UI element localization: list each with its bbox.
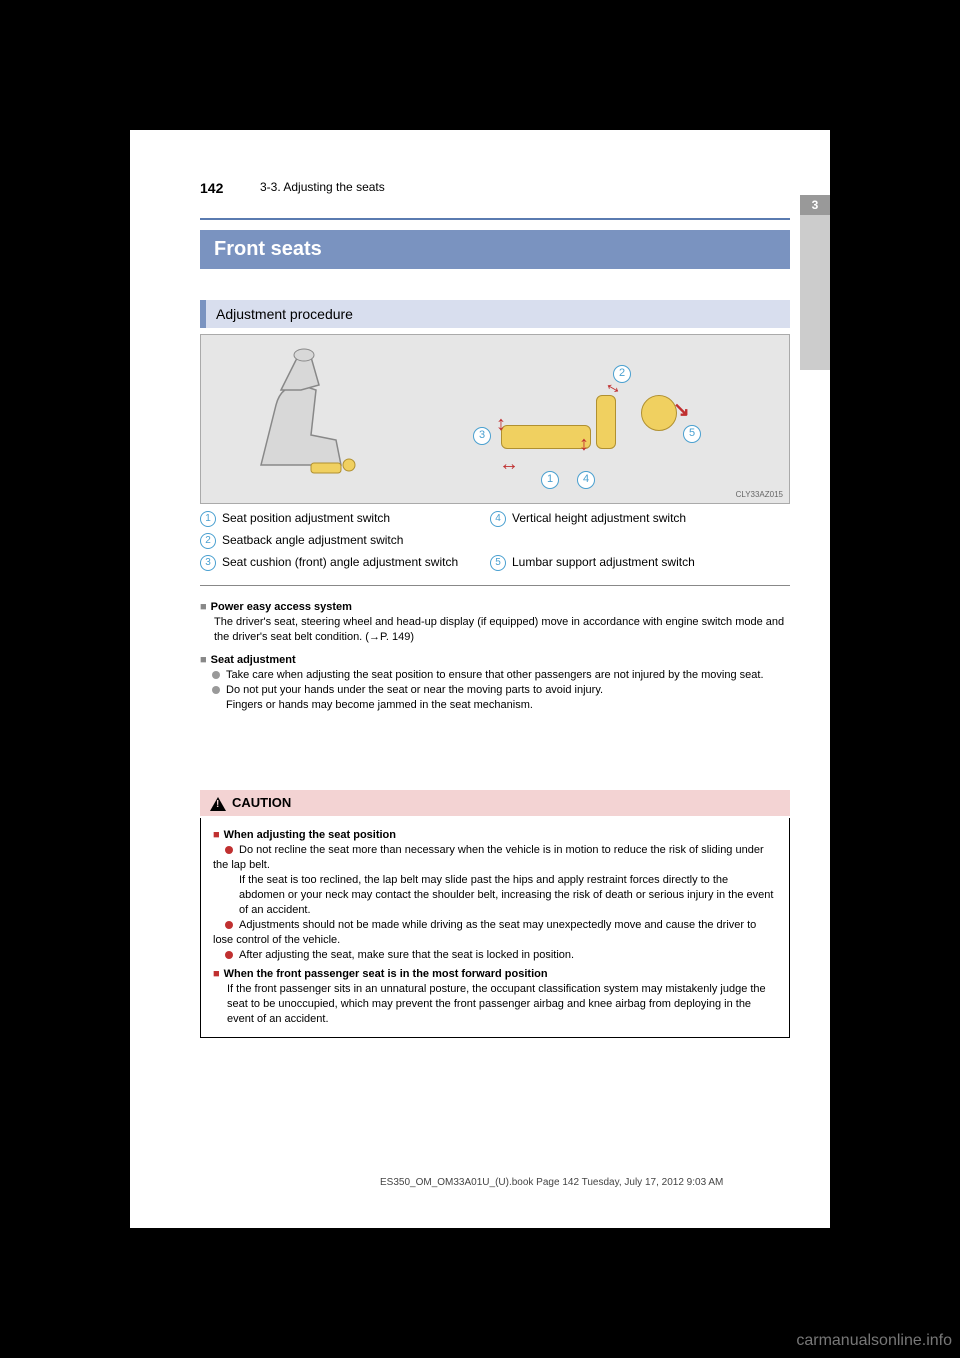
arrow-left-icon: ↔ (499, 453, 519, 476)
section-tab: 3 (800, 200, 830, 370)
red-square-icon: ■ (213, 829, 220, 841)
note1-title: Power easy access system (211, 601, 352, 613)
legend-text-5: Lumbar support adjustment switch (512, 555, 695, 569)
caution-label: CAUTION (232, 795, 291, 810)
legend-text-4: Vertical height adjustment switch (512, 511, 686, 525)
red-bullet-icon (225, 921, 233, 929)
note2-b1: Take care when adjusting the seat positi… (226, 669, 764, 681)
caution-bar: CAUTION (200, 790, 790, 816)
circled-5: 5 (490, 555, 506, 571)
seat-icon (241, 345, 381, 485)
page-number: 142 (200, 180, 223, 196)
note1-body: The driver's seat, steering wheel and he… (200, 615, 790, 645)
page-title: Front seats (200, 230, 790, 269)
red-bullet-icon (225, 951, 233, 959)
note2-b2: Do not put your hands under the seat or … (226, 684, 603, 696)
note2-title: Seat adjustment (211, 654, 296, 666)
arrow-knob-icon: ↘ (673, 397, 690, 422)
caution-b3: After adjusting the seat, make sure that… (239, 949, 574, 961)
tab-number: 3 (800, 195, 830, 215)
lumbar-knob (641, 395, 677, 431)
legend-left: 1 Seat position adjustment switch 2 Seatba… (200, 508, 480, 574)
caution-b1b: If the seat is too reclined, the lap bel… (213, 873, 777, 918)
gray-bullet-icon (212, 671, 220, 679)
circled-2: 2 (200, 533, 216, 549)
caution-b2: Adjustments should not be made while dri… (213, 919, 756, 946)
callout-2: 2 (613, 365, 631, 383)
arrow-updown-icon: ↕ (496, 413, 506, 436)
subheading: Adjustment procedure (200, 300, 790, 328)
legend-right: 4 Vertical height adjustment switch 5 Lumb… (490, 508, 780, 574)
caution-h2: When the front passenger seat is in the … (224, 968, 548, 980)
gray-bullet-icon (212, 686, 220, 694)
caution-h2-body: If the front passenger sits in an unnatu… (213, 982, 777, 1027)
figure-id: CLY33AZ015 (736, 490, 783, 499)
circled-4: 4 (490, 511, 506, 527)
watermark: carmanualsonline.info (796, 1332, 952, 1350)
footer-text: ES350_OM_OM33A01U_(U).book Page 142 Tues… (380, 1177, 723, 1188)
seatback-control (596, 395, 616, 449)
divider (200, 585, 790, 586)
legend-text-2: Seatback angle adjustment switch (222, 533, 403, 547)
caution-body: ■ When adjusting the seat position Do not… (200, 818, 790, 1038)
top-rule (200, 218, 790, 220)
seat-figure: ↔ ↕ ↕ ↔ ↘ 1 2 3 4 5 CLY33AZ015 (200, 334, 790, 504)
control-panel: ↔ ↕ ↕ ↔ ↘ 1 2 3 4 5 (381, 335, 789, 503)
callout-5: 5 (683, 425, 701, 443)
manual-page: 142 3-3. Adjusting the seats 3 Front sea… (130, 130, 830, 1228)
red-bullet-icon (225, 846, 233, 854)
callout-3: 3 (473, 427, 491, 445)
square-bullet-icon: ■ (200, 601, 207, 613)
notes-section: ■ Power easy access system The driver's s… (200, 600, 790, 713)
caution-h1: When adjusting the seat position (224, 829, 396, 841)
warning-triangle-icon (210, 797, 226, 811)
arrow-updown2-icon: ↕ (579, 433, 589, 456)
legend-text-3: Seat cushion (front) angle adjustment sw… (222, 555, 458, 569)
callout-1: 1 (541, 471, 559, 489)
breadcrumb: 3-3. Adjusting the seats (260, 180, 385, 194)
callout-4: 4 (577, 471, 595, 489)
note2-b2b: Fingers or hands may become jammed in th… (200, 698, 790, 713)
red-square-icon: ■ (213, 968, 220, 980)
legend-text-1: Seat position adjustment switch (222, 511, 390, 525)
caution-b1: Do not recline the seat more than necess… (213, 844, 764, 871)
square-bullet-icon: ■ (200, 654, 207, 666)
circled-3: 3 (200, 555, 216, 571)
seat-slider-control (501, 425, 591, 449)
circled-1: 1 (200, 511, 216, 527)
